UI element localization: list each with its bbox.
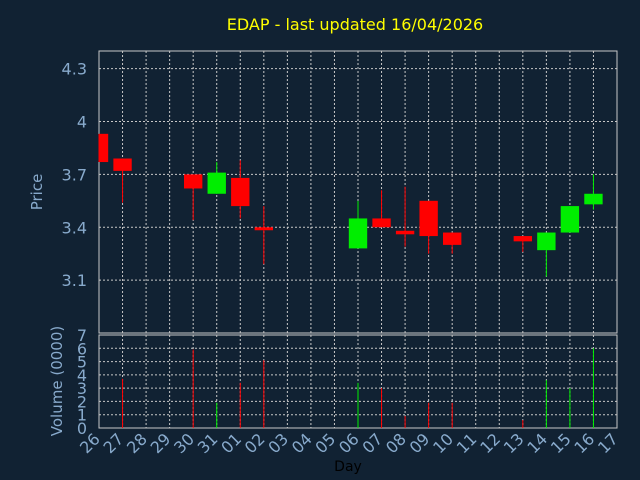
candle-body: [395, 230, 415, 235]
candle-body: [442, 232, 462, 245]
volume-tick-label: 7: [77, 326, 87, 345]
price-tick-label: 3.4: [62, 218, 87, 237]
candle-series: [98, 133, 603, 277]
volume-tick-label: 3: [77, 379, 87, 398]
candle-body: [419, 200, 438, 237]
candle-body: [513, 236, 533, 242]
candle-body: [372, 218, 391, 228]
volume-series: [122, 348, 594, 428]
price-tick-label: 4: [77, 113, 87, 132]
candle-body: [183, 174, 203, 189]
candle-body: [348, 218, 368, 249]
candle-body: [560, 206, 580, 233]
price-axis-label: Price: [28, 174, 46, 211]
chart-title: EDAP - last updated 16/04/2026: [227, 15, 483, 34]
candle-body: [99, 133, 109, 163]
candle-body: [537, 232, 556, 251]
x-tick-label: 17: [594, 429, 622, 457]
volume-tick-label: 4: [77, 366, 87, 385]
volume-axis-label: Volume (0000): [48, 326, 66, 436]
price-tick-label: 3.7: [62, 165, 87, 184]
candle-body: [207, 172, 226, 194]
price-tick-label: 4.3: [62, 60, 87, 79]
candle-body: [584, 193, 603, 205]
volume-tick-label: 2: [77, 392, 87, 411]
candle-body: [254, 227, 274, 231]
volume-tick-label: 5: [77, 353, 87, 372]
volume-tick-label: 6: [77, 339, 87, 358]
candle-body: [231, 177, 250, 207]
price-axis-ticks: 3.1 3.4 3.7 4 4.3: [62, 60, 87, 291]
x-axis-ticks: 2627282930310102030405060708091011121314…: [76, 429, 622, 457]
volume-tick-label: 0: [77, 419, 87, 438]
x-axis-label: Day: [334, 459, 362, 475]
candle-body: [113, 158, 132, 171]
price-tick-label: 3.1: [62, 271, 87, 290]
volume-tick-label: 1: [77, 406, 87, 425]
